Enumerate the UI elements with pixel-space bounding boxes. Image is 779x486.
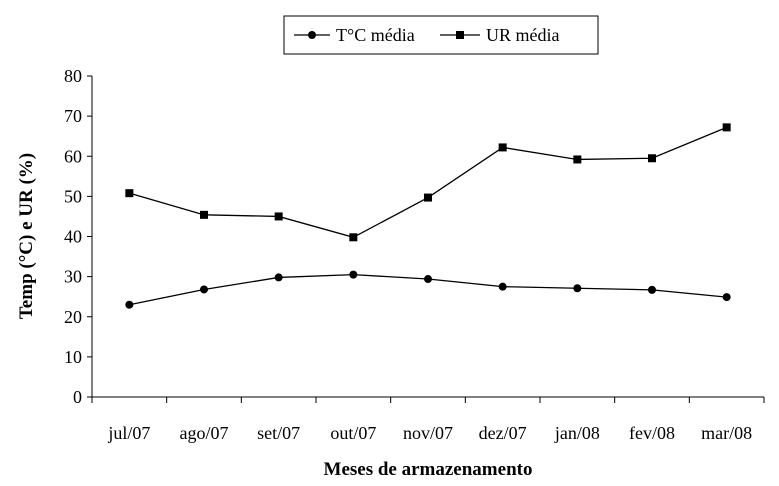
series-humidity bbox=[125, 123, 731, 242]
data-point bbox=[648, 154, 656, 163]
data-point bbox=[125, 189, 134, 198]
series-layer bbox=[125, 123, 731, 309]
legend-label-humidity: UR média bbox=[486, 25, 560, 45]
y-tick-label: 80 bbox=[64, 66, 82, 86]
axes bbox=[91, 76, 764, 398]
series-temperature bbox=[125, 270, 731, 309]
data-point bbox=[349, 270, 358, 279]
y-tick-label: 30 bbox=[64, 267, 82, 287]
data-point bbox=[722, 123, 731, 132]
legend-entry-humidity: UR média bbox=[440, 25, 560, 45]
y-ticks: 0 10 20 30 40 50 60 70 80 bbox=[64, 66, 92, 407]
data-point bbox=[722, 293, 731, 302]
x-tick-label: nov/07 bbox=[403, 423, 453, 443]
legend: T°C média UR média bbox=[283, 15, 599, 55]
y-tick-label: 40 bbox=[64, 227, 82, 247]
y-tick-label: 70 bbox=[64, 106, 82, 126]
legend-marker-temperature bbox=[308, 31, 316, 39]
y-tick-label: 10 bbox=[64, 347, 82, 367]
y-axis-title: Temp (°C) e UR (%) bbox=[16, 153, 37, 319]
legend-marker-humidity bbox=[456, 31, 464, 39]
legend-label-temperature: T°C média bbox=[336, 25, 415, 45]
x-tick-label: set/07 bbox=[257, 423, 300, 443]
y-tick-label: 60 bbox=[64, 146, 82, 166]
data-point bbox=[200, 285, 208, 294]
y-tick-label: 20 bbox=[64, 307, 82, 327]
x-tick-label: fev/08 bbox=[629, 423, 675, 443]
data-point bbox=[200, 210, 208, 219]
data-point bbox=[648, 285, 656, 294]
data-point bbox=[498, 143, 507, 152]
y-tick-label: 50 bbox=[64, 186, 82, 206]
x-ticks: jul/07 ago/07 set/07 out/07 nov/07 dez/07 jan/… bbox=[91, 397, 765, 443]
x-tick-label: jul/07 bbox=[107, 423, 150, 443]
data-point bbox=[125, 300, 134, 309]
y-tick-label: 0 bbox=[73, 387, 82, 407]
x-tick-label: ago/07 bbox=[180, 423, 229, 443]
legend-entry-temperature: T°C média bbox=[294, 25, 415, 45]
x-tick-label: jan/08 bbox=[554, 423, 600, 443]
series-line bbox=[129, 126, 727, 238]
data-point bbox=[349, 233, 358, 242]
x-tick-label: dez/07 bbox=[479, 423, 527, 443]
data-point bbox=[424, 275, 432, 284]
data-point bbox=[573, 155, 582, 164]
data-point bbox=[498, 282, 507, 291]
data-point bbox=[573, 284, 582, 293]
x-tick-label: out/07 bbox=[330, 423, 376, 443]
x-tick-label: mar/08 bbox=[701, 423, 752, 443]
data-point bbox=[274, 212, 283, 221]
x-axis-title: Meses de armazenamento bbox=[324, 459, 533, 480]
data-point bbox=[274, 273, 283, 282]
data-point bbox=[424, 193, 432, 202]
